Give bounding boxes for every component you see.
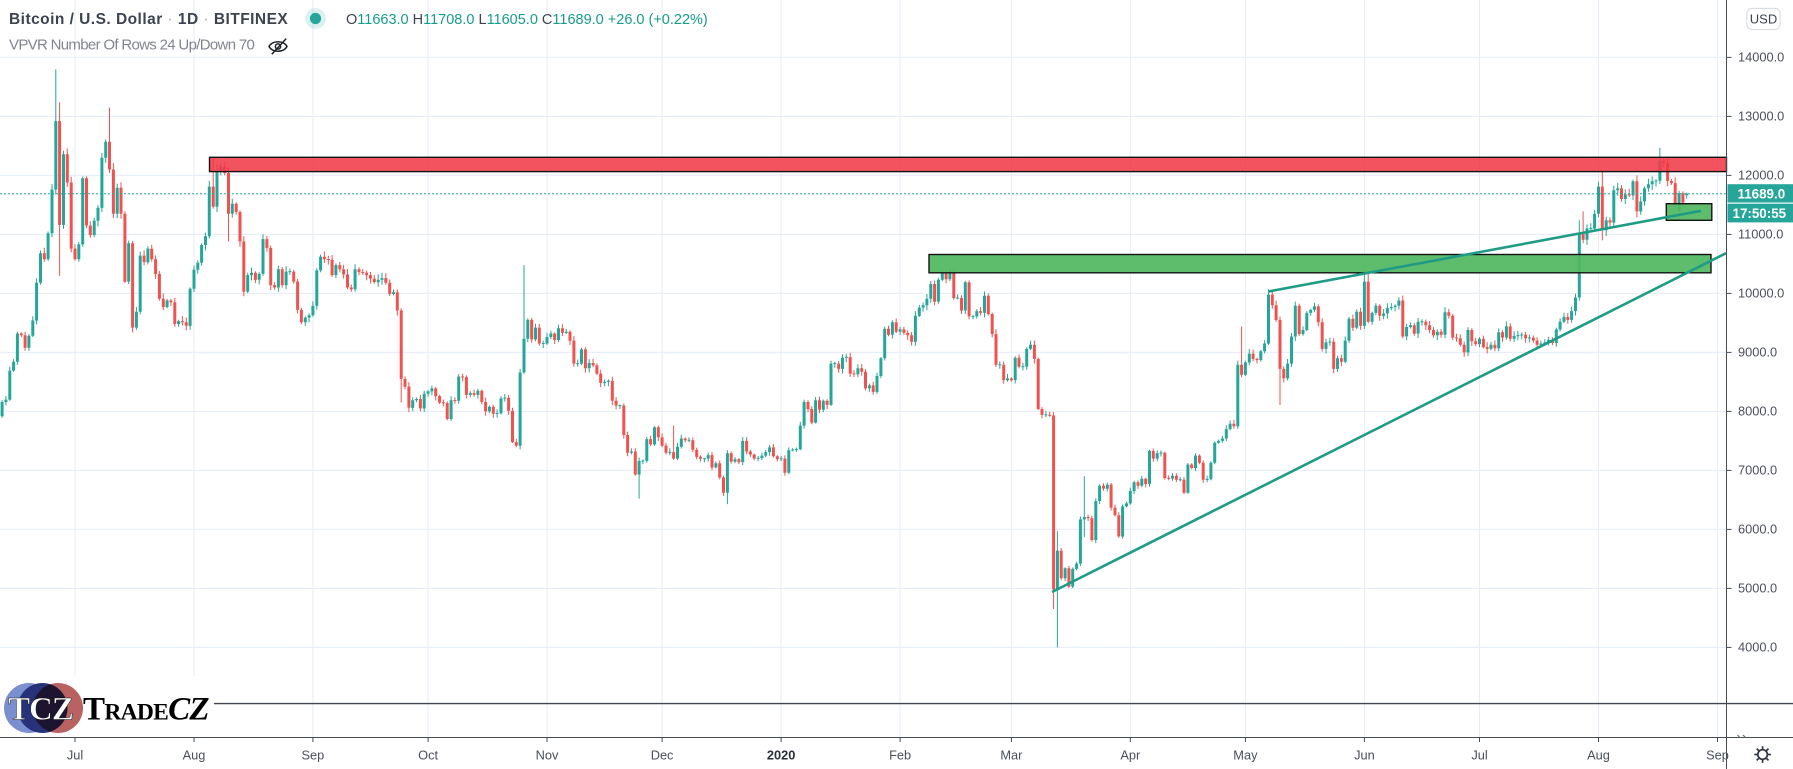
svg-text:11000.0: 11000.0 — [1738, 227, 1783, 242]
svg-text:10000.0: 10000.0 — [1738, 286, 1784, 301]
svg-text:TCZ: TCZ — [8, 692, 73, 728]
svg-text:12000.0: 12000.0 — [1738, 168, 1784, 183]
svg-text:Nov: Nov — [536, 748, 559, 763]
svg-text:Aug: Aug — [183, 748, 206, 763]
svg-text:2020: 2020 — [767, 748, 795, 763]
svg-text:Sep: Sep — [302, 748, 325, 763]
svg-text:9000.0: 9000.0 — [1738, 345, 1777, 360]
svg-text:11689.0: 11689.0 — [1738, 186, 1786, 201]
svg-text:17:50:55: 17:50:55 — [1733, 206, 1787, 221]
svg-text:4000.0: 4000.0 — [1738, 640, 1777, 655]
svg-text:TRADECZ: TRADECZ — [83, 692, 209, 728]
svg-text:Feb: Feb — [889, 748, 911, 763]
svg-text:Mar: Mar — [1000, 748, 1023, 763]
svg-text:Sep: Sep — [1706, 748, 1729, 763]
svg-text:Jun: Jun — [1354, 748, 1375, 763]
svg-text:6000.0: 6000.0 — [1738, 522, 1777, 537]
svg-text:Jul: Jul — [1471, 748, 1487, 763]
svg-text:Aug: Aug — [1587, 748, 1610, 763]
svg-text:7000.0: 7000.0 — [1738, 463, 1777, 478]
svg-text:Dec: Dec — [651, 748, 674, 763]
svg-text:Jul: Jul — [67, 748, 83, 763]
svg-text:O11663.0 H11708.0 L11605.0 C11: O11663.0 H11708.0 L11605.0 C11689.0 +26.… — [346, 12, 708, 28]
svg-text:USD: USD — [1750, 12, 1777, 27]
svg-text:Bitcoin / U.S. Dollar · 1D · B: Bitcoin / U.S. Dollar · 1D · BITFINEX — [9, 11, 288, 28]
svg-text:13000.0: 13000.0 — [1738, 109, 1784, 124]
svg-text:14000.0: 14000.0 — [1738, 50, 1784, 65]
svg-text:8000.0: 8000.0 — [1738, 404, 1777, 419]
svg-text:May: May — [1233, 748, 1258, 763]
svg-text:Apr: Apr — [1120, 748, 1141, 763]
svg-text:5000.0: 5000.0 — [1738, 581, 1777, 596]
svg-text:Oct: Oct — [418, 748, 438, 763]
svg-text:VPVR Number Of Rows 24 Up/Down: VPVR Number Of Rows 24 Up/Down 70 — [9, 37, 255, 54]
